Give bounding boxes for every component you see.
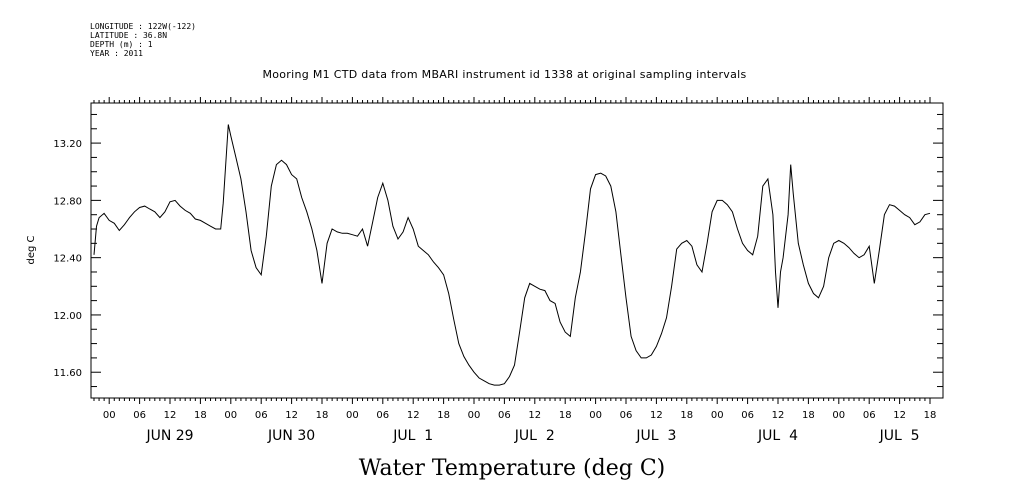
x-tick-label: 12 [772,410,785,421]
x-tick-label: 00 [832,410,845,421]
x-axis-title: Water Temperature (deg C) [359,456,666,481]
x-tick-label: 12 [285,410,298,421]
x-tick-label: 00 [103,410,116,421]
x-day-label: JUL 5 [879,428,920,444]
x-tick-label: 18 [559,410,572,421]
x-tick-label: 12 [650,410,663,421]
metadata-block: LONGITUDE : 122W(-122) LATITUDE : 36.8N … [90,22,196,58]
x-day-label: JUL 2 [514,428,555,444]
x-tick-label: 00 [589,410,602,421]
x-tick-label: 00 [224,410,237,421]
x-day-label: JUL 1 [392,428,433,444]
series-group [93,124,931,386]
series-line-temperature [93,124,931,386]
x-tick-label: 00 [711,410,724,421]
x-tick-label: 18 [802,410,815,421]
x-day-label: JUN 29 [145,428,193,444]
y-tick-label: 12.80 [53,196,82,207]
x-tick-label: 18 [316,410,329,421]
x-day-label: JUL 3 [635,428,676,444]
depth-text: DEPTH (m) : 1 [90,40,153,49]
x-tick-label: 18 [437,410,450,421]
y-axis-label: deg C [26,235,37,264]
latitude-text: LATITUDE : 36.8N [90,31,168,40]
x-tick-label: 00 [346,410,359,421]
x-day-label: JUL 4 [757,428,798,444]
y-tick-label: 12.00 [53,311,82,322]
x-tick-label: 18 [924,410,937,421]
x-tick-label: 00 [468,410,481,421]
plot-frame [90,102,944,399]
x-tick-label: 06 [255,410,268,421]
x-day-label: JUN 30 [267,428,315,444]
x-tick-label: 06 [498,410,511,421]
axes: 00 06 12 18 00 06 12 18 00 06 12 18 00 06 12 18 00 06 12 18… [53,97,943,444]
y-tick-label: 12.40 [53,254,82,265]
x-tick-label: 12 [407,410,420,421]
x-tick-label: 06 [376,410,389,421]
chart-title: Mooring M1 CTD data from MBARI instrumen… [262,68,747,81]
year-text: YEAR : 2011 [90,49,143,58]
y-tick-label: 11.60 [53,368,82,379]
x-tick-label: 06 [863,410,876,421]
x-tick-label: 06 [620,410,633,421]
x-tick-label: 12 [528,410,541,421]
y-tick-label: 13.20 [53,139,82,150]
longitude-text: LONGITUDE : 122W(-122) [90,22,196,31]
x-tick-label: 18 [194,410,207,421]
x-tick-label: 18 [680,410,693,421]
x-tick-label: 12 [164,410,177,421]
x-tick-label: 12 [893,410,906,421]
x-tick-label: 06 [741,410,754,421]
x-tick-label: 06 [133,410,146,421]
